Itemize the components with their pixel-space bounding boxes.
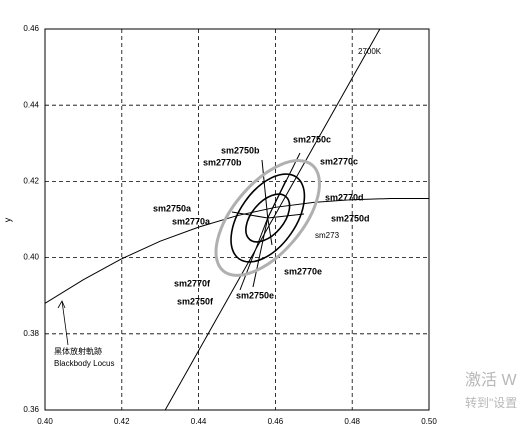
spoke <box>267 213 305 219</box>
y-tick-label: 0.36 <box>23 405 39 414</box>
ellipse <box>230 173 306 263</box>
x-tick-label: 0.50 <box>421 417 437 426</box>
annotation: sm2770f <box>174 278 211 288</box>
x-tick-label: 0.42 <box>114 417 130 426</box>
spoke <box>261 159 269 219</box>
annotation: sm2770a <box>172 216 211 226</box>
y-tick-label: 0.38 <box>23 329 39 338</box>
annotation: sm2750a <box>153 203 192 213</box>
ellipse <box>245 193 291 243</box>
annotation: 黑体放射軌跡 <box>54 346 102 356</box>
x-tick-label: 0.48 <box>344 417 360 426</box>
x-tick-label: 0.40 <box>37 417 53 426</box>
arrow <box>61 300 69 346</box>
annotation: sm273 <box>315 231 340 240</box>
annotation: sm2750c <box>293 134 331 144</box>
y-tick-label: 0.40 <box>23 253 39 262</box>
annotation: sm2770d <box>325 192 364 202</box>
spoke <box>267 179 287 219</box>
annotation: sm2770e <box>284 266 322 276</box>
arrow-head <box>57 300 66 309</box>
annotation: 2700K <box>358 47 382 56</box>
annotation: sm2770c <box>320 156 358 166</box>
y-axis-label: y <box>2 217 12 222</box>
y-tick-label: 0.46 <box>23 24 39 33</box>
y-tick-label: 0.44 <box>23 100 39 109</box>
plot-frame <box>44 28 430 411</box>
annotation: sm2770b <box>203 157 242 167</box>
x-tick-label: 0.46 <box>268 417 284 426</box>
y-tick-label: 0.42 <box>23 177 39 186</box>
watermark: 激活 W <box>465 371 517 389</box>
annotation: sm2750d <box>331 213 370 223</box>
spoke <box>267 217 273 246</box>
annotation: sm2750f <box>177 296 214 306</box>
annotation: Blackbody Locus <box>54 359 114 368</box>
watermark: 转到"设置 <box>465 395 517 410</box>
x-tick-label: 0.44 <box>191 417 207 426</box>
ellipse <box>214 159 321 277</box>
spoke <box>239 217 269 291</box>
annotation: sm2750e <box>236 290 274 300</box>
annotation: sm2750b <box>221 145 260 155</box>
spoke <box>252 217 269 288</box>
curve <box>164 29 381 410</box>
